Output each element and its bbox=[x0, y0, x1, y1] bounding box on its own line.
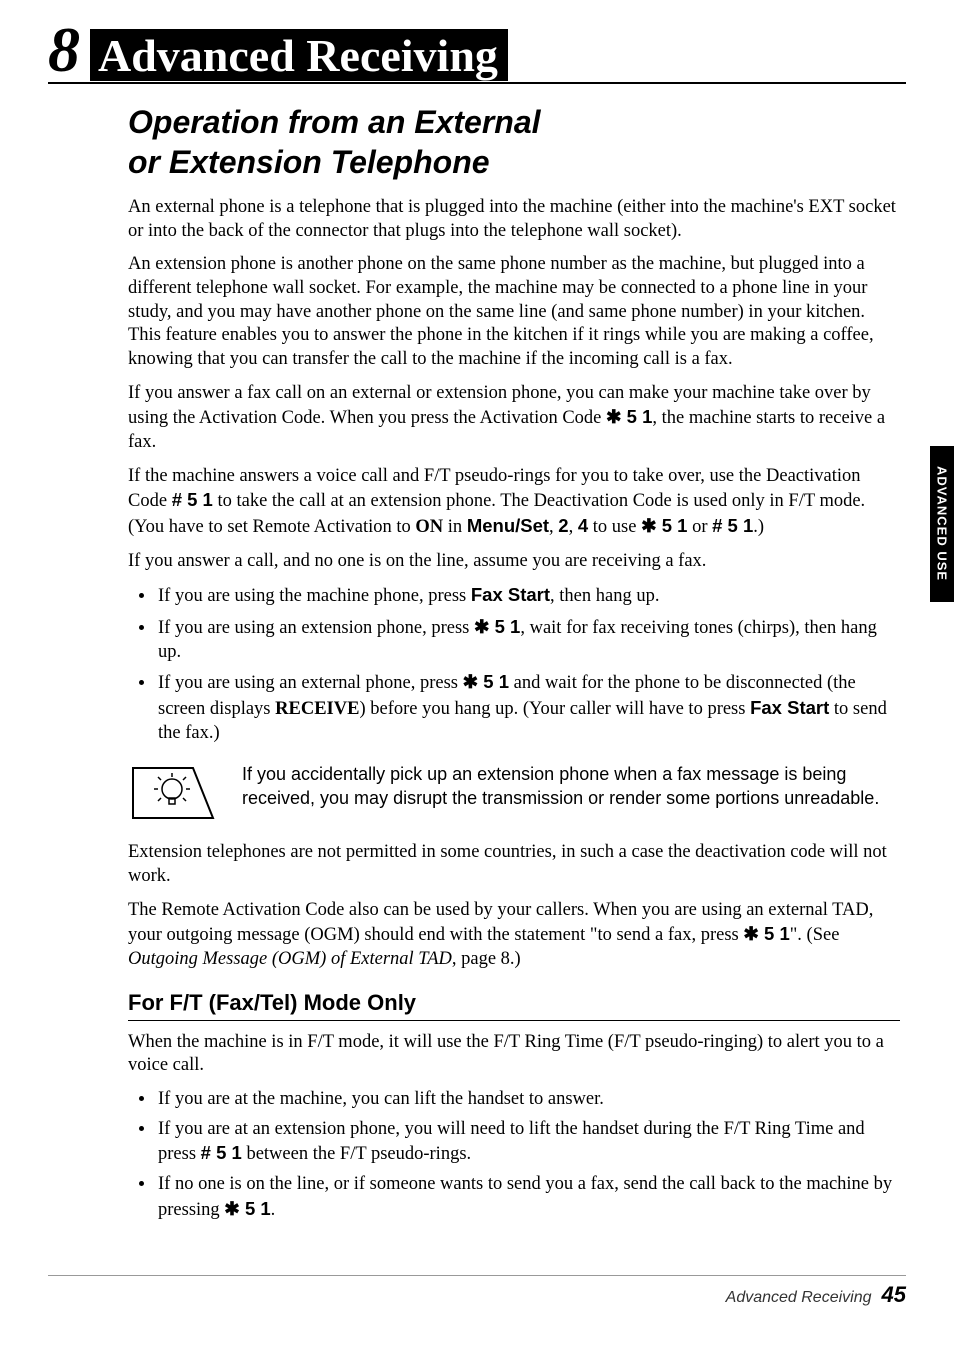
page-footer: Advanced Receiving 45 bbox=[48, 1275, 906, 1308]
footer-label: Advanced Receiving bbox=[726, 1289, 872, 1307]
paragraph: If the machine answers a voice call and … bbox=[128, 465, 900, 540]
list-item: If no one is on the line, or if someone … bbox=[156, 1173, 900, 1222]
section-title-line2: or Extension Telephone bbox=[128, 144, 490, 180]
paragraph: An external phone is a telephone that is… bbox=[128, 196, 900, 243]
list-item: If you are using an extension phone, pre… bbox=[156, 615, 900, 664]
tip-text: If you accidentally pick up an extension… bbox=[242, 763, 900, 810]
tip-callout: If you accidentally pick up an extension… bbox=[128, 763, 900, 823]
list-item: If you are using an external phone, pres… bbox=[156, 670, 900, 745]
bullet-list: If you are using the machine phone, pres… bbox=[128, 583, 900, 745]
chapter-title-box: Advanced Receiving bbox=[90, 29, 508, 81]
page-content: Operation from an External or Extension … bbox=[48, 102, 906, 1223]
paragraph: The Remote Activation Code also can be u… bbox=[128, 899, 900, 972]
page-number: 45 bbox=[882, 1282, 906, 1308]
side-tab: ADVANCED USE bbox=[930, 446, 954, 602]
paragraph: An extension phone is another phone on t… bbox=[128, 253, 900, 371]
bullet-list: If you are at the machine, you can lift … bbox=[128, 1088, 900, 1222]
subsection-heading: For F/T (Fax/Tel) Mode Only bbox=[128, 990, 900, 1016]
list-item: If you are using the machine phone, pres… bbox=[156, 583, 900, 609]
paragraph: If you answer a call, and no one is on t… bbox=[128, 550, 900, 574]
section-title-line1: Operation from an External bbox=[128, 104, 541, 140]
list-item: If you are at the machine, you can lift … bbox=[156, 1088, 900, 1112]
chapter-header: 8 Advanced Receiving bbox=[48, 18, 906, 84]
list-item: If you are at an extension phone, you wi… bbox=[156, 1118, 900, 1167]
chapter-number: 8 bbox=[48, 18, 90, 82]
heading-rule bbox=[128, 1020, 900, 1021]
paragraph: If you answer a fax call on an external … bbox=[128, 382, 900, 455]
section-title: Operation from an External or Extension … bbox=[128, 102, 900, 182]
paragraph: When the machine is in F/T mode, it will… bbox=[128, 1031, 900, 1078]
paragraph: Extension telephones are not permitted i… bbox=[128, 841, 900, 888]
chapter-title: Advanced Receiving bbox=[98, 30, 498, 81]
lightbulb-icon bbox=[128, 763, 218, 823]
